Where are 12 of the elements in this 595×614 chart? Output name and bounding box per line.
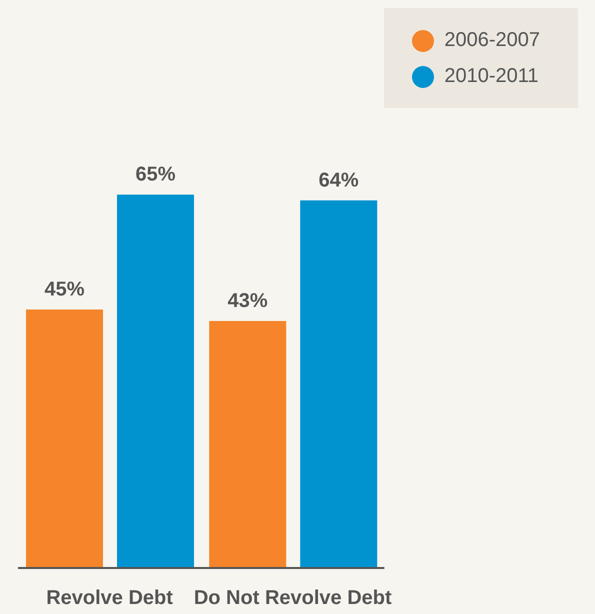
data-label: 64% (318, 169, 359, 192)
x-tick-label: Revolve Debt (46, 587, 174, 610)
data-label: 65% (135, 164, 176, 186)
bar (26, 310, 103, 568)
legend-label: 2010-2011 (444, 65, 539, 87)
data-label: 45% (44, 278, 85, 301)
bar (117, 194, 194, 568)
legend-label: 2006-2007 (444, 29, 540, 51)
bar (209, 321, 286, 568)
data-label: 43% (228, 290, 268, 312)
bar (300, 200, 378, 568)
x-tick-label: Do Not Revolve Debt (194, 587, 392, 610)
